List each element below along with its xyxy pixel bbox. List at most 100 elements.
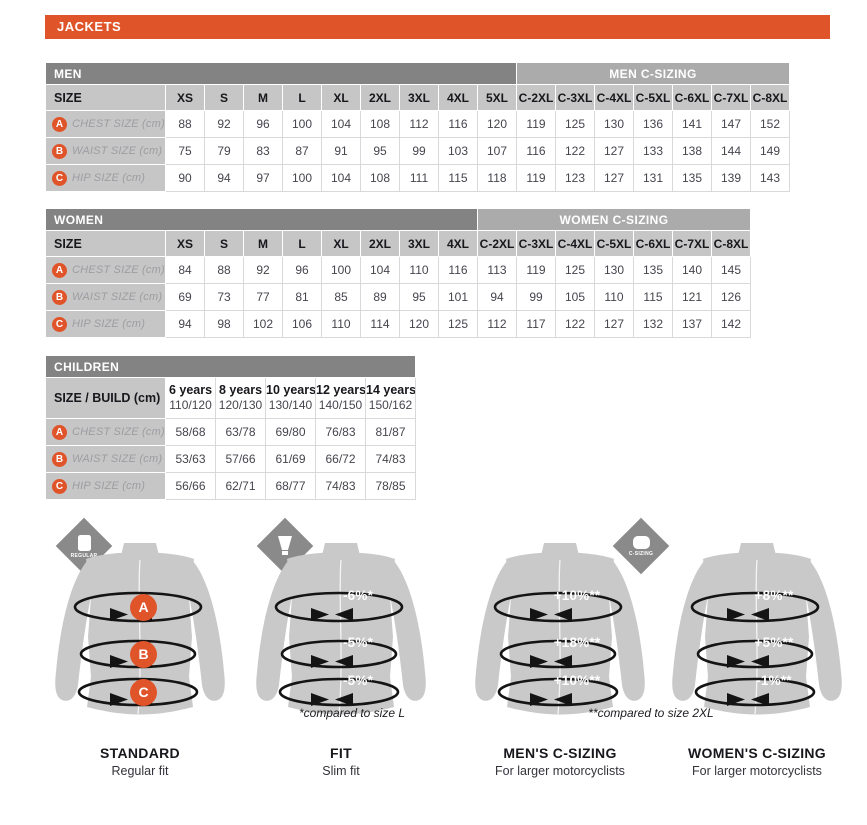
- figure-subtitle: Regular fit: [111, 764, 169, 778]
- value-cell: 63/78: [215, 418, 266, 446]
- measure-row-label: A CHEST SIZE (cm): [45, 256, 166, 284]
- value-cell: 144: [711, 137, 751, 165]
- slim-fit-badge: [256, 517, 314, 575]
- c-sizing-title: MEN C-SIZING: [516, 62, 790, 85]
- size-header-cell: 3XL: [399, 84, 439, 111]
- age-label: 12 years: [316, 382, 366, 397]
- value-cell: 113: [477, 256, 517, 284]
- value-cell: 95: [399, 283, 439, 311]
- value-cell: 73: [204, 283, 244, 311]
- value-cell: 130: [594, 110, 634, 138]
- value-cell: 143: [750, 164, 790, 192]
- waist-measure-label: -5%*: [342, 635, 374, 650]
- value-cell: 139: [711, 164, 751, 192]
- size-column-label: SIZE / BUILD (cm): [45, 377, 166, 419]
- value-cell: 77: [243, 283, 283, 311]
- value-cell: 120: [477, 110, 517, 138]
- value-cell: 141: [672, 110, 712, 138]
- value-cell: 88: [204, 256, 244, 284]
- value-cell: 94: [165, 310, 205, 338]
- value-cell: 89: [360, 283, 400, 311]
- page-title: JACKETS: [45, 15, 830, 39]
- badge-label: REGULAR: [70, 552, 98, 559]
- chest-measure-label: +8%**: [754, 588, 794, 603]
- size-column-label: SIZE: [45, 230, 166, 257]
- age-header-cell: 6 years 110/120: [165, 377, 216, 419]
- value-cell: 78/85: [365, 472, 416, 500]
- table-row: A CHEST SIZE (cm) 58/68 63/78 69/80 76/83 81/8…: [45, 418, 416, 446]
- value-cell: 118: [477, 164, 517, 192]
- value-cell: 125: [438, 310, 478, 338]
- value-cell: 125: [555, 110, 595, 138]
- size-header-cell: C-5XL: [594, 230, 634, 257]
- value-cell: 110: [594, 283, 634, 311]
- size-header-cell: C-2XL: [516, 84, 556, 111]
- hip-measure-label: +10%**: [553, 673, 601, 688]
- size-header-cell: XL: [321, 84, 361, 111]
- value-cell: 138: [672, 137, 712, 165]
- value-cell: 137: [672, 310, 712, 338]
- measure-label: CHEST SIZE (cm): [72, 264, 165, 277]
- measure-row-label: B WAIST SIZE (cm): [45, 283, 166, 311]
- size-header-cell: C-3XL: [555, 84, 595, 111]
- value-cell: 88: [165, 110, 205, 138]
- table-row: B WAIST SIZE (cm) 53/63 57/66 61/69 66/72 74/8…: [45, 445, 416, 473]
- value-cell: 84: [165, 256, 205, 284]
- table-row: C HIP SIZE (cm) 56/66 62/71 68/77 74/83 78/85: [45, 472, 416, 500]
- hip-measure-label: -5%*: [342, 673, 374, 688]
- age-label: 14 years: [366, 382, 416, 397]
- measure-row-label: B WAIST SIZE (cm): [45, 445, 166, 473]
- table-title: CHILDREN: [45, 355, 416, 378]
- value-cell: 147: [711, 110, 751, 138]
- hip-measure-label: -1%**: [756, 673, 792, 688]
- value-cell: 152: [750, 110, 790, 138]
- value-cell: 69/80: [265, 418, 316, 446]
- value-cell: 58/68: [165, 418, 216, 446]
- age-label: 6 years: [168, 382, 213, 397]
- measure-label: WAIST SIZE (cm): [72, 145, 163, 158]
- size-header-cell: 2XL: [360, 84, 400, 111]
- value-cell: 127: [594, 164, 634, 192]
- size-header-cell: 5XL: [477, 84, 517, 111]
- age-header-cell: 8 years 120/130: [215, 377, 266, 419]
- value-cell: 95: [360, 137, 400, 165]
- value-cell: 108: [360, 110, 400, 138]
- badge-label: C-SIZING: [628, 551, 654, 557]
- value-cell: 123: [555, 164, 595, 192]
- value-cell: 75: [165, 137, 205, 165]
- men-size-table: MEN MEN C-SIZING SIZE XS S M L XL 2XL 3XL 4XL 5XL C-…: [45, 62, 790, 192]
- size-header-cell: C-8XL: [750, 84, 790, 111]
- value-cell: 127: [594, 137, 634, 165]
- value-cell: 136: [633, 110, 673, 138]
- value-cell: 61/69: [265, 445, 316, 473]
- value-cell: 112: [477, 310, 517, 338]
- value-cell: 74/83: [315, 472, 366, 500]
- age-header-cell: 12 years 140/150: [315, 377, 366, 419]
- measure-label: WAIST SIZE (cm): [72, 453, 163, 466]
- size-header-cell: 4XL: [438, 84, 478, 111]
- measure-row-label: B WAIST SIZE (cm): [45, 137, 166, 165]
- age-label: 10 years: [266, 382, 316, 397]
- size-header-cell: XL: [321, 230, 361, 257]
- measure-row-label: C HIP SIZE (cm): [45, 164, 166, 192]
- value-cell: 119: [516, 164, 556, 192]
- value-cell: 104: [321, 164, 361, 192]
- waist-measure-marker: B: [130, 641, 157, 668]
- size-header-cell: C-3XL: [516, 230, 556, 257]
- children-size-table: CHILDREN SIZE / BUILD (cm) 6 years 110/120 8…: [45, 355, 416, 500]
- measure-letter-badge: B: [52, 451, 67, 467]
- table-row: A CHEST SIZE (cm) 88 92 96 100 104 108 112 116 120…: [45, 110, 790, 138]
- value-cell: 92: [243, 256, 283, 284]
- value-cell: 140: [672, 256, 712, 284]
- value-cell: 108: [360, 164, 400, 192]
- figure-caption: WOMEN'S C-SIZING For larger motorcyclist…: [657, 745, 857, 778]
- value-cell: 83: [243, 137, 283, 165]
- measure-letter-badge: A: [52, 116, 67, 132]
- c-sizing-jacket-icon: [632, 536, 650, 549]
- value-cell: 110: [321, 310, 361, 338]
- measure-row-label: C HIP SIZE (cm): [45, 310, 166, 338]
- value-cell: 130: [594, 256, 634, 284]
- value-cell: 145: [711, 256, 751, 284]
- age-header-cell: 14 years 150/162: [365, 377, 416, 419]
- size-header-cell: XS: [165, 84, 205, 111]
